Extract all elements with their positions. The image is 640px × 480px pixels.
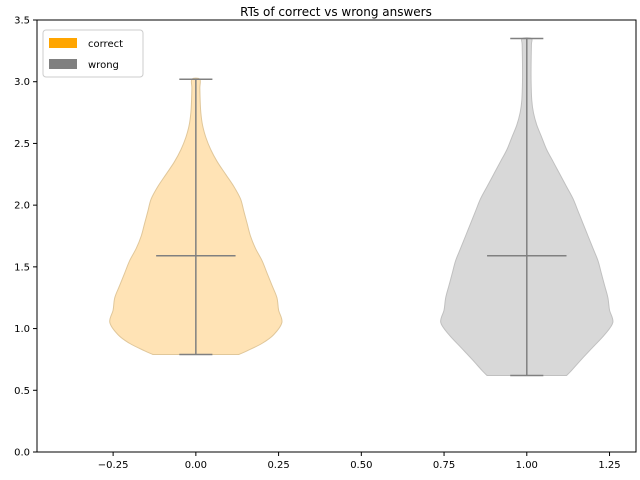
y-tick-label: 1.5 <box>14 262 30 273</box>
plot-area-frame <box>36 19 637 453</box>
x-tick-label: −0.25 <box>98 460 129 471</box>
chart-title: RTs of correct vs wrong answers <box>240 5 432 19</box>
legend-label-wrong: wrong <box>88 60 119 71</box>
legend-swatch-wrong <box>49 59 77 69</box>
legend: correct wrong <box>42 29 144 78</box>
legend-swatch-correct <box>49 38 77 48</box>
y-tick-label: 0.5 <box>14 386 30 397</box>
y-tick-label: 3.0 <box>14 77 30 88</box>
statistic-bars-layer <box>156 37 567 377</box>
violins-layer <box>109 37 614 376</box>
x-tick-label: 0.00 <box>185 460 207 471</box>
y-tick-label: 1.0 <box>14 324 30 335</box>
y-tick-label: 0.0 <box>14 448 30 459</box>
x-tick-label: 1.25 <box>598 460 620 471</box>
y-tick-label: 2.0 <box>14 201 30 212</box>
y-axis: 0.0 0.5 1.0 1.5 2.0 2.5 3.0 3.5 <box>14 16 37 459</box>
x-tick-label: 0.75 <box>433 460 455 471</box>
x-tick-label: 0.50 <box>350 460 372 471</box>
x-tick-label: 0.25 <box>267 460 289 471</box>
x-tick-label: 1.00 <box>516 460 538 471</box>
x-axis: −0.25 0.00 0.25 0.50 0.75 1.00 1.25 <box>98 452 621 471</box>
legend-label-correct: correct <box>88 39 123 50</box>
y-tick-label: 3.5 <box>14 16 30 27</box>
y-tick-label: 2.5 <box>14 139 30 150</box>
